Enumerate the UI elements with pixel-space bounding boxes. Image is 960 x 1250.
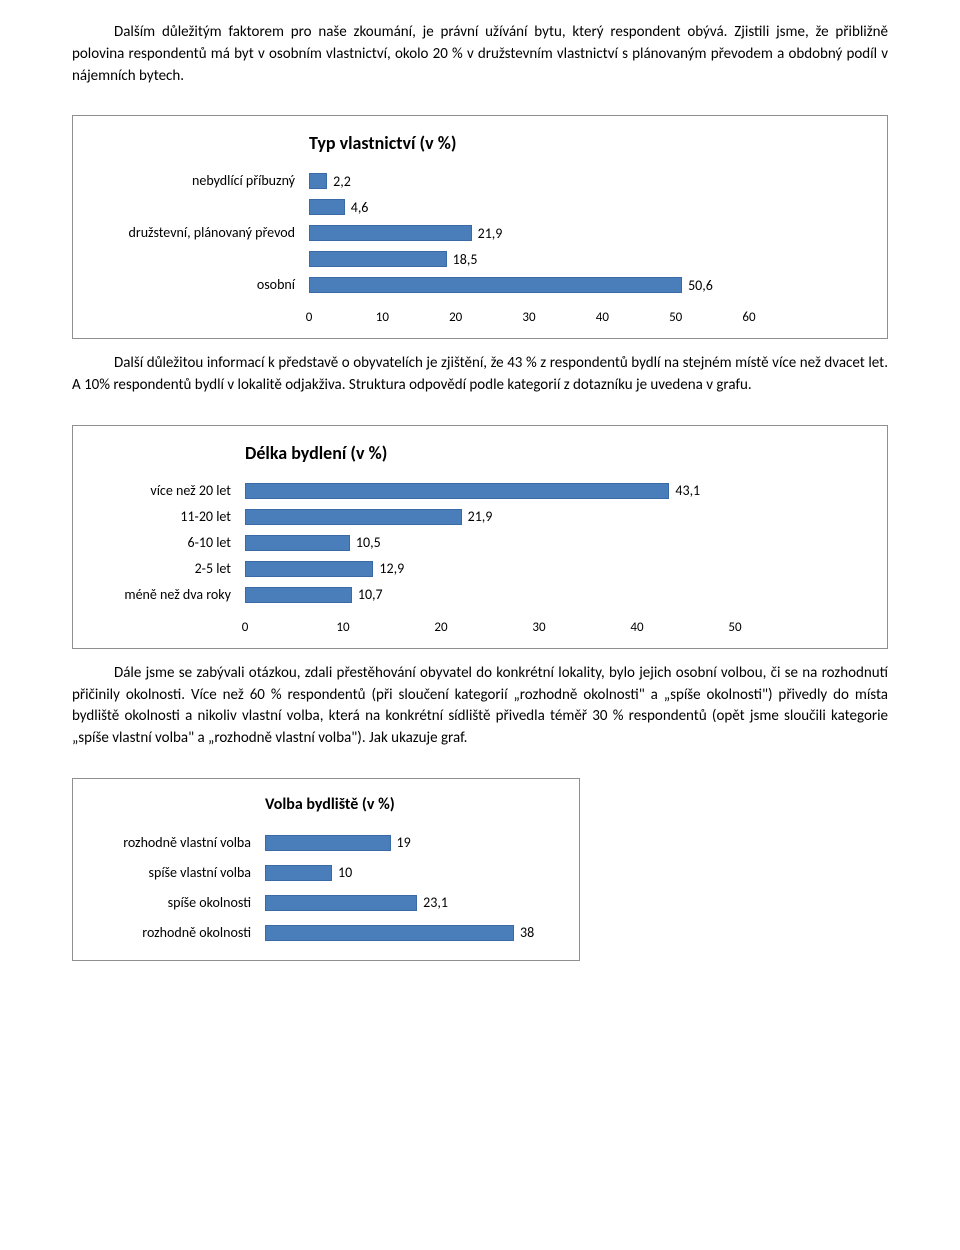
bar [309,225,472,241]
bar-row: 18,5 [309,246,869,272]
x-tick-label: 10 [376,310,389,325]
x-tick-label: 40 [630,620,643,635]
x-tick-label: 50 [728,620,741,635]
x-tick-label: 20 [449,310,462,325]
bar-label: spíše okolnosti [91,888,251,918]
bar-label: 11-20 let [91,504,231,530]
bar [309,173,327,189]
chart-choice-ylabels: rozhodně vlastní volbaspíše vlastní volb… [91,828,265,948]
bar-label: více než 20 let [91,478,231,504]
bar-label [91,246,295,272]
bar-value: 50,6 [682,277,713,294]
paragraph-3: Dále jsme se zabývali otázkou, zdali pře… [72,663,888,750]
bar-value: 2,2 [327,173,351,190]
chart-ownership-title: Typ vlastnictví (v %) [91,132,869,154]
bar-row: 10,7 [245,582,869,608]
x-tick-label: 40 [596,310,609,325]
x-tick-label: 0 [242,620,249,635]
bar-label: družstevní, plánovaný převod [91,220,295,246]
bar-value: 4,6 [345,199,369,216]
x-tick-label: 20 [434,620,447,635]
bar-value: 12,9 [373,560,404,577]
bar [245,483,669,499]
chart-ownership-area: nebydlící příbuzný družstevní, plánovaný… [91,168,869,298]
chart-choice-title: Volba bydliště (v %) [91,795,561,814]
bar-value: 19 [391,834,411,851]
bar-row: 4,6 [309,194,869,220]
paragraph-1: Dalším důležitým faktorem pro naše zkoum… [72,22,888,87]
x-tick-label: 10 [336,620,349,635]
bar-value: 10 [332,864,352,881]
bar [309,251,447,267]
chart-choice-area: rozhodně vlastní volbaspíše vlastní volb… [91,828,561,948]
chart-ownership-plot: 2,2 4,6 21,9 18,5 50,6 [309,168,869,298]
bar-value: 21,9 [462,508,493,525]
bar-value: 10,7 [352,586,383,603]
bar-row: 21,9 [309,220,869,246]
bar-row: 12,9 [245,556,869,582]
bar-row: 38 [265,918,561,948]
bar-value: 18,5 [447,251,478,268]
bar-label: 2-5 let [91,556,231,582]
bar [265,865,332,881]
x-tick-label: 30 [532,620,545,635]
bar-label: 6-10 let [91,530,231,556]
bar-value: 38 [514,924,534,941]
bar-label: osobní [91,272,295,298]
chart-ownership-ylabels: nebydlící příbuzný družstevní, plánovaný… [91,168,309,298]
chart-duration-title: Délka bydlení (v %) [91,442,869,464]
chart-ownership: Typ vlastnictví (v %) nebydlící příbuzný… [72,115,888,339]
chart-choice-plot: 19 10 23,1 38 [265,828,561,948]
x-tick-label: 60 [742,310,755,325]
bar [309,199,345,215]
chart-ownership-xaxis: 0102030405060 [309,304,749,326]
bar-row: 23,1 [265,888,561,918]
bar-row: 10,5 [245,530,869,556]
bar-value: 21,9 [472,225,503,242]
bar [245,535,350,551]
chart-duration-xaxis: 01020304050 [245,614,735,636]
bar-label: spíše vlastní volba [91,858,251,888]
bar-label [91,194,295,220]
chart-duration-area: více než 20 let11-20 let6-10 let2-5 letm… [91,478,869,608]
chart-duration-plot: 43,1 21,9 10,5 12,9 10,7 [245,478,869,608]
bar-label: nebydlící příbuzný [91,168,295,194]
bar-label: méně než dva roky [91,582,231,608]
chart-choice: Volba bydliště (v %) rozhodně vlastní vo… [72,778,580,961]
bar-row: 43,1 [245,478,869,504]
bar-row: 50,6 [309,272,869,298]
x-tick-label: 0 [306,310,313,325]
x-tick-label: 30 [522,310,535,325]
bar-value: 10,5 [350,534,381,551]
bar-row: 21,9 [245,504,869,530]
x-tick-label: 50 [669,310,682,325]
bar-row: 19 [265,828,561,858]
bar-row: 2,2 [309,168,869,194]
bar [245,561,373,577]
chart-duration: Délka bydlení (v %) více než 20 let11-20… [72,425,888,649]
bar-row: 10 [265,858,561,888]
paragraph-2: Další důležitou informací k představě o … [72,353,888,397]
bar-label: rozhodně vlastní volba [91,828,251,858]
bar [265,835,391,851]
bar [245,509,462,525]
bar [245,587,352,603]
bar [265,895,417,911]
bar-value: 23,1 [417,894,448,911]
bar-label: rozhodně okolnosti [91,918,251,948]
bar-value: 43,1 [669,482,700,499]
bar [309,277,682,293]
chart-duration-ylabels: více než 20 let11-20 let6-10 let2-5 letm… [91,478,245,608]
page: Dalším důležitým faktorem pro naše zkoum… [0,0,960,1015]
bar [265,925,514,941]
